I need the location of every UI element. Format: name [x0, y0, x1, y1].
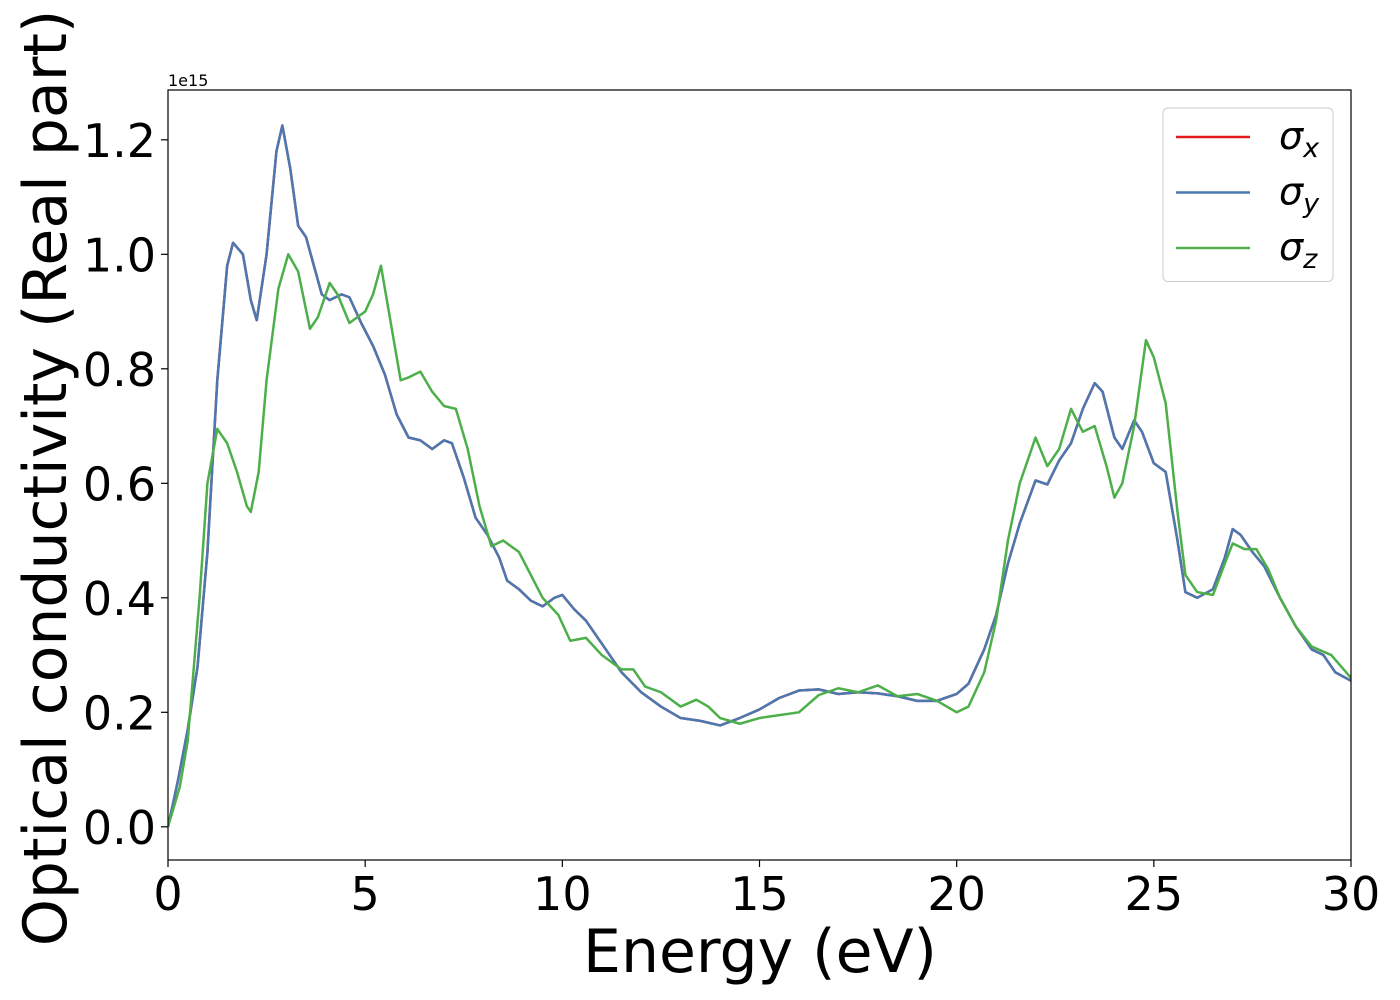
y-tick-label: 1.2: [83, 114, 156, 168]
legend-label: σx: [1279, 114, 1320, 164]
x-tick-label: 15: [730, 867, 789, 921]
y-tick-label: 0.4: [83, 572, 156, 626]
series-line: [168, 124, 1351, 828]
x-tick-label: 5: [351, 867, 380, 921]
x-tick-label: 25: [1125, 867, 1184, 921]
y-tick-label: 1.0: [83, 228, 156, 282]
x-axis-label: Energy (eV): [583, 917, 937, 987]
x-tick-label: 20: [927, 867, 986, 921]
legend-box: [1162, 107, 1334, 282]
y-tick-label: 0.2: [83, 686, 156, 740]
legend-label: σz: [1279, 225, 1318, 275]
x-tick-label: 0: [153, 867, 182, 921]
y-axis-label: Optical conductivity (Real part): [11, 10, 81, 947]
x-tick-label: 10: [533, 867, 592, 921]
x-tick-label: 30: [1322, 867, 1381, 921]
y-tick-label: 0.0: [83, 801, 156, 855]
series-line: [168, 253, 1351, 828]
y-offset-label: 1e15: [168, 71, 208, 90]
y-tick-label: 0.8: [83, 343, 156, 397]
plot-frame: [167, 89, 1352, 861]
y-tick-label: 0.6: [83, 457, 156, 511]
legend-label: σy: [1279, 170, 1320, 220]
